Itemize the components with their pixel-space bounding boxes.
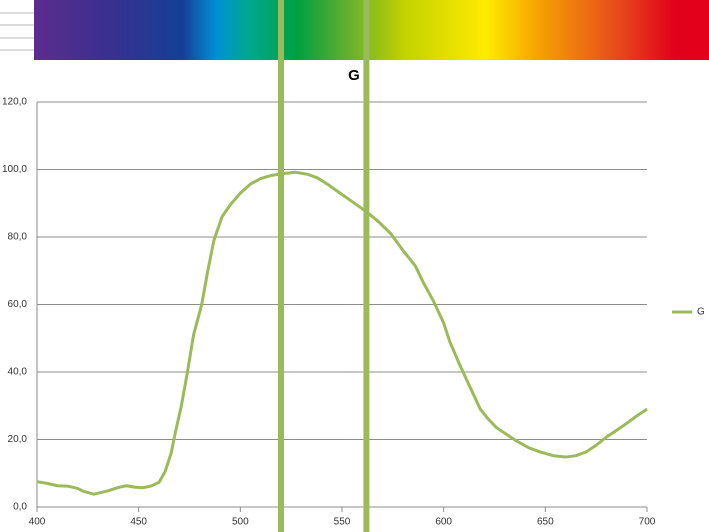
y-tick-label: 40,0 [8, 367, 28, 378]
annotation: G [348, 67, 360, 84]
x-tick-label: 650 [537, 517, 554, 528]
spectrum-bar [34, 0, 709, 60]
y-tick-label: 80,0 [8, 232, 28, 243]
y-tick-label: 120,0 [2, 97, 27, 108]
y-tick-label: 0,0 [13, 502, 27, 513]
x-tick-label: 400 [29, 517, 46, 528]
legend-label: G [697, 307, 705, 318]
x-tick-label: 500 [232, 517, 249, 528]
x-tick-label: 450 [130, 517, 147, 528]
decor-lines [0, 12, 34, 51]
x-tick-label: 600 [435, 517, 452, 528]
x-tick-label: 700 [639, 517, 656, 528]
y-tick-label: 100,0 [2, 164, 27, 175]
series-line [36, 170, 648, 496]
x-tick-label: 550 [334, 517, 351, 528]
y-tick-label: 20,0 [8, 434, 28, 445]
y-tick-label: 60,0 [8, 299, 28, 310]
